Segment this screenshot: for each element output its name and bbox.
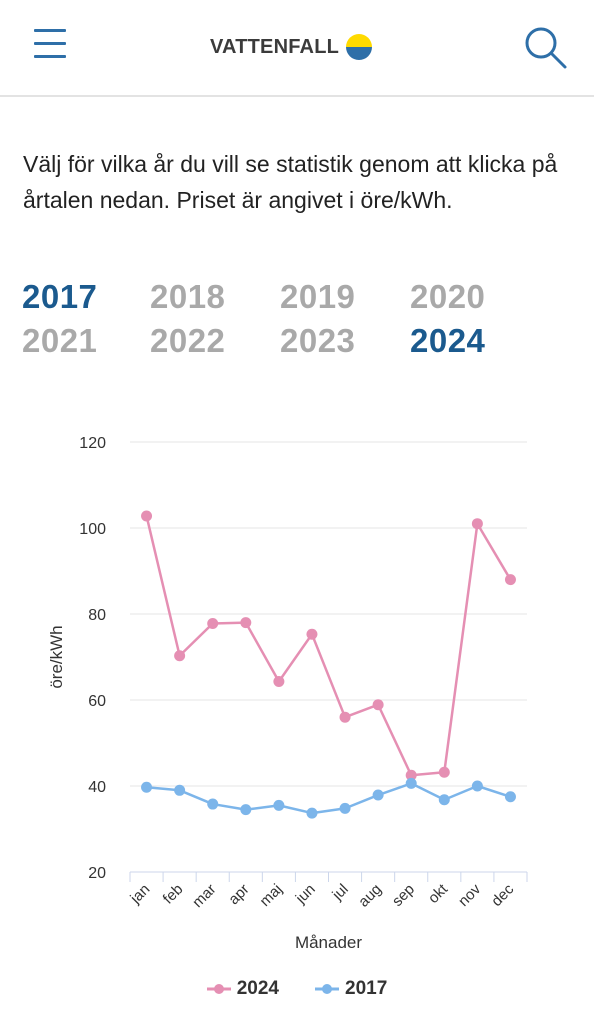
app-header: VATTENFALL bbox=[0, 0, 594, 97]
data-point-2024-dec bbox=[504, 574, 516, 586]
search-icon[interactable] bbox=[522, 24, 568, 70]
data-point-2017-mar bbox=[207, 798, 219, 810]
data-point-2024-apr bbox=[240, 617, 252, 629]
data-point-2017-dec bbox=[504, 791, 516, 803]
x-tick-label-jun: jun bbox=[292, 881, 319, 908]
year-2018[interactable]: 2018 bbox=[150, 278, 226, 315]
x-tick-label-apr: apr bbox=[225, 881, 252, 908]
year-2024[interactable]: 2024 bbox=[410, 322, 486, 359]
x-tick-label-jul: jul bbox=[329, 881, 352, 904]
x-tick-label-mar: mar bbox=[189, 881, 219, 911]
data-point-2024-jun bbox=[306, 628, 318, 640]
legend-item-2017[interactable]: 2017 bbox=[315, 978, 387, 1000]
data-point-2017-feb bbox=[174, 784, 186, 796]
data-point-2024-okt bbox=[438, 766, 450, 778]
x-tick-label-sep: sep bbox=[389, 881, 418, 910]
data-point-2024-mar bbox=[207, 617, 219, 629]
year-2021[interactable]: 2021 bbox=[22, 322, 98, 359]
data-point-2017-okt bbox=[438, 794, 450, 806]
data-point-2024-maj bbox=[273, 676, 285, 688]
y-axis-title: öre/kWh bbox=[47, 625, 66, 688]
x-tick-label-jan: jan bbox=[126, 881, 153, 908]
data-point-2024-aug bbox=[372, 699, 384, 711]
x-tick-label-aug: aug bbox=[355, 881, 385, 911]
year-2023[interactable]: 2023 bbox=[280, 322, 356, 359]
data-point-2024-jul bbox=[339, 711, 351, 723]
data-point-2024-sep bbox=[405, 769, 417, 781]
data-point-2017-jun bbox=[306, 807, 318, 819]
data-point-2024-jan bbox=[141, 510, 153, 522]
data-point-2017-apr bbox=[240, 804, 252, 816]
year-2020[interactable]: 2020 bbox=[410, 278, 486, 315]
series-line-2017 bbox=[146, 782, 511, 815]
x-tick-label-dec: dec bbox=[488, 880, 517, 909]
x-tick-label-okt: okt bbox=[425, 880, 452, 907]
logo-text: VATTENFALL bbox=[210, 35, 340, 58]
year-selector: 2017 2018 2019 2020 2021 2022 2023 2024 bbox=[22, 278, 582, 360]
legend-marker-2024 bbox=[206, 984, 231, 994]
y-tick-label-80: 80 bbox=[88, 607, 106, 624]
y-tick-label-120: 120 bbox=[79, 435, 106, 452]
data-point-2017-aug bbox=[372, 789, 384, 801]
data-point-2017-jul bbox=[339, 802, 351, 814]
data-point-2017-jan bbox=[141, 781, 153, 793]
data-point-2024-nov bbox=[471, 518, 483, 530]
legend-marker-2017 bbox=[315, 984, 339, 994]
data-point-2017-maj bbox=[273, 799, 285, 811]
legend-item-2024[interactable]: 2024 bbox=[206, 978, 279, 1000]
y-tick-label-100: 100 bbox=[79, 521, 106, 538]
chart-legend: 2024 2017 bbox=[0, 978, 594, 1000]
x-axis-title: Månader bbox=[295, 933, 362, 952]
series-line-2024 bbox=[145, 515, 512, 777]
year-2022[interactable]: 2022 bbox=[150, 322, 226, 359]
y-tick-label-60: 60 bbox=[88, 693, 106, 710]
price-line-chart: 20 40 60 80 100 120 jan feb mar apr maj jun jul aug se… bbox=[47, 435, 528, 952]
x-tick-label-maj: maj bbox=[257, 881, 286, 910]
logo-sun-icon bbox=[346, 34, 373, 60]
vattenfall-logo[interactable]: VATTENFALL bbox=[210, 30, 373, 64]
legend-label-2017: 2017 bbox=[345, 978, 388, 999]
year-2017[interactable]: 2017 bbox=[22, 278, 98, 315]
x-tick-label-feb: feb bbox=[160, 881, 187, 908]
x-tick-label-nov: nov bbox=[455, 880, 484, 909]
intro-text: Välj för vilka år du vill se statistik g… bbox=[23, 151, 558, 213]
year-2019[interactable]: 2019 bbox=[280, 278, 356, 315]
hamburger-menu-icon[interactable] bbox=[34, 27, 68, 61]
y-tick-label-40: 40 bbox=[88, 779, 106, 796]
legend-label-2024: 2024 bbox=[236, 978, 279, 999]
data-point-2017-nov bbox=[471, 780, 483, 792]
y-tick-label-20: 20 bbox=[88, 865, 106, 882]
data-point-2024-feb bbox=[174, 650, 186, 662]
data-point-2017-sep bbox=[405, 777, 417, 789]
